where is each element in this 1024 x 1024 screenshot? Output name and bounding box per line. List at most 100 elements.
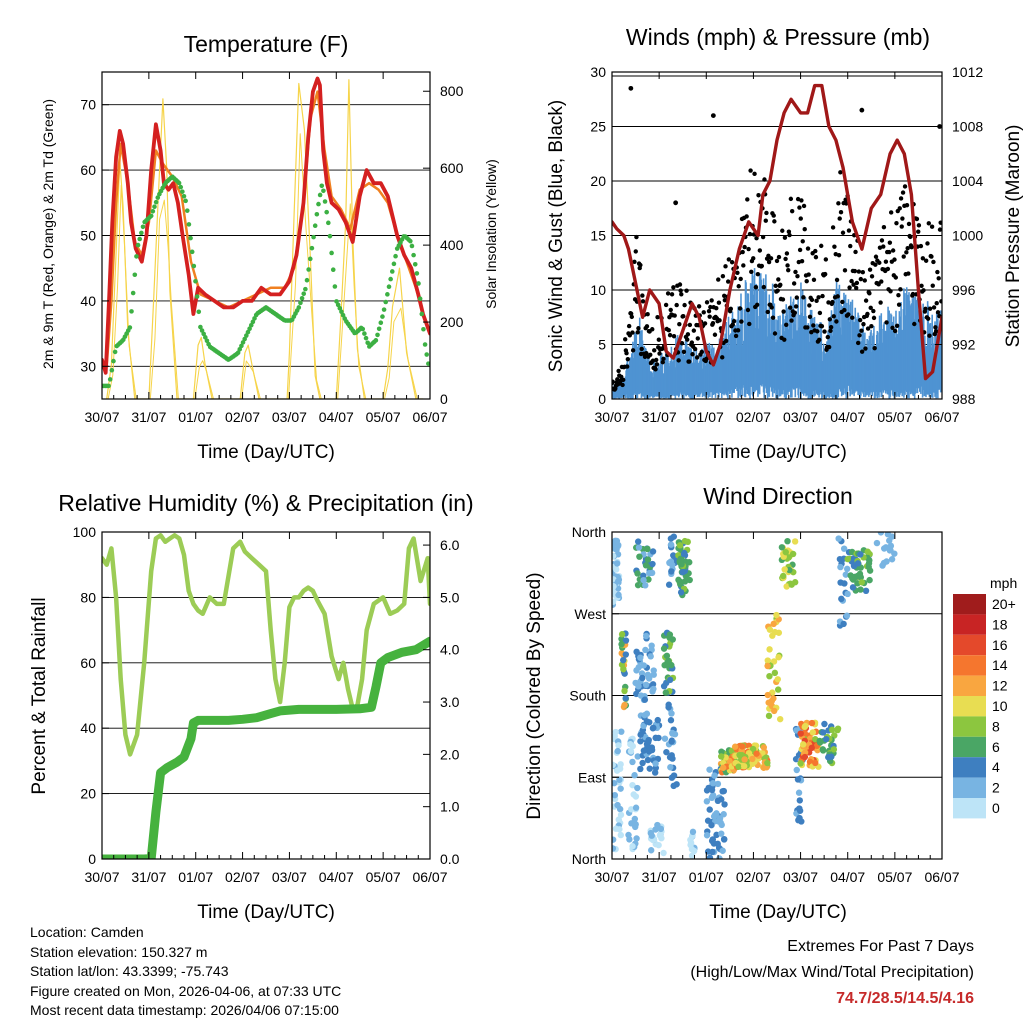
direction-point <box>635 544 643 551</box>
gust-point <box>759 263 765 269</box>
gust-point <box>868 305 873 311</box>
dewpoint-point <box>186 222 192 227</box>
direction-point <box>612 761 616 769</box>
direction-point <box>714 780 722 788</box>
gust-point <box>612 379 615 384</box>
direction-point <box>801 723 808 731</box>
temp-y2tick-label: 600 <box>440 160 464 176</box>
direction-point <box>639 674 646 682</box>
gust-point <box>871 315 877 321</box>
gust-point <box>842 268 848 273</box>
direction-point <box>799 741 807 748</box>
direction-point <box>786 566 793 574</box>
dewpoint-point <box>360 326 366 332</box>
dewpoint-point <box>340 312 346 318</box>
gust-point <box>837 216 842 221</box>
gust-point <box>768 256 774 261</box>
gust-point <box>840 299 845 305</box>
direction-point <box>640 722 647 730</box>
direction-point <box>703 832 711 839</box>
dewpoint-point <box>299 295 305 301</box>
gust-point <box>723 264 728 269</box>
gust-point <box>770 315 776 320</box>
gust-point <box>934 301 939 306</box>
direction-point <box>840 545 848 552</box>
winds-xlabel: Time (Day/UTC) <box>709 442 847 463</box>
direction-point <box>632 804 640 811</box>
dewpoint-point <box>381 307 387 312</box>
rh-xtick-label: 30/07 <box>84 869 119 885</box>
gust-point <box>642 354 648 360</box>
direction-point <box>620 656 627 664</box>
gust-point <box>656 337 662 342</box>
direction-panel: Wind Direction Time (Day/UTC) Direction … <box>524 483 1017 923</box>
gust-point <box>745 197 750 202</box>
dewpoint-point <box>324 209 329 215</box>
gust-point <box>846 312 851 317</box>
gust-point <box>774 258 780 264</box>
direction-point <box>676 559 684 566</box>
gust-point <box>663 302 669 308</box>
gust-point <box>936 276 941 281</box>
wind-y2tick-label: 1000 <box>952 228 983 244</box>
direction-point <box>711 772 718 779</box>
gust-point <box>830 299 835 305</box>
gust-point <box>783 256 788 262</box>
gust-point <box>630 348 636 353</box>
direction-point <box>612 845 617 852</box>
gust-point <box>645 312 650 317</box>
rh-xtick-label: 04/07 <box>319 869 354 885</box>
dewpoint-point <box>193 278 198 284</box>
wind-y2tick-label: 1012 <box>952 64 983 80</box>
direction-point <box>809 729 817 736</box>
legend-swatch <box>953 696 986 717</box>
direction-point <box>612 779 618 787</box>
gust-outlier-point <box>628 85 634 91</box>
gust-point <box>694 355 700 360</box>
direction-point <box>888 556 896 563</box>
gust-point <box>827 317 832 322</box>
gust-point <box>687 359 692 364</box>
gust-point <box>863 346 868 351</box>
gust-point <box>722 293 727 299</box>
gust-point <box>677 282 683 287</box>
dewpoint-point <box>109 367 115 373</box>
direction-point <box>720 811 727 818</box>
rh-xtick-label: 02/07 <box>225 869 260 885</box>
direction-point <box>704 817 712 824</box>
gust-point <box>910 291 916 297</box>
rh-ytick-label: 20 <box>80 786 96 802</box>
gust-point <box>696 304 702 309</box>
direction-point <box>708 821 715 829</box>
gust-point <box>763 218 768 223</box>
dewpoint-point <box>307 256 313 262</box>
dewpoint-point <box>391 261 397 267</box>
direction-point <box>760 744 768 751</box>
winds-panel: Winds (mph) & Pressure (mb) Time (Day/UT… <box>546 24 1024 463</box>
gust-point <box>804 278 809 284</box>
legend-swatch <box>953 594 986 615</box>
gust-point <box>789 318 794 323</box>
direction-ylabel-left: Direction (Colored By Speed) <box>524 572 545 819</box>
temp-xtick-label: 01/07 <box>178 409 213 425</box>
direction-point <box>644 756 652 764</box>
winds-ylabel-left: Sonic Wind & Gust (Blue, Black) <box>546 100 567 372</box>
direction-point <box>703 798 711 805</box>
gust-point <box>832 244 837 249</box>
direction-point <box>781 566 788 573</box>
legend-label: 8 <box>992 718 1000 734</box>
gust-point <box>817 337 822 343</box>
direction-point <box>629 758 636 766</box>
dewpoint-point <box>183 198 188 204</box>
direction-point <box>616 805 624 813</box>
gust-point <box>717 318 722 323</box>
direction-point <box>686 559 693 566</box>
humidity-panel: Relative Humidity (%) & Precipitation (i… <box>29 490 474 923</box>
gust-point <box>674 302 679 308</box>
dir-xtick-label: 02/07 <box>736 869 771 885</box>
direction-point <box>622 695 629 702</box>
direction-point <box>670 552 677 559</box>
gust-point <box>788 305 793 310</box>
direction-point <box>849 584 857 591</box>
direction-point <box>784 537 791 545</box>
